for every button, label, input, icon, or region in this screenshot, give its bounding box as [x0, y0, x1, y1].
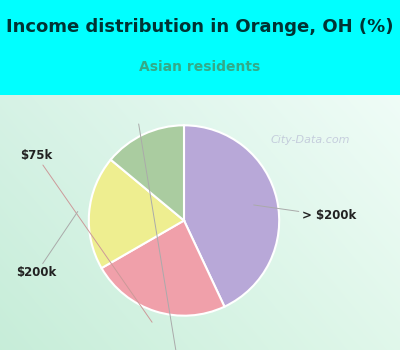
Text: $125k: $125k: [139, 124, 200, 350]
Text: $200k: $200k: [16, 211, 78, 279]
Wedge shape: [89, 160, 184, 268]
Text: City-Data.com: City-Data.com: [270, 135, 350, 145]
Wedge shape: [184, 125, 279, 307]
Text: > $200k: > $200k: [254, 205, 356, 222]
Text: Income distribution in Orange, OH (%): Income distribution in Orange, OH (%): [6, 19, 394, 36]
Text: $75k: $75k: [20, 149, 152, 322]
Wedge shape: [111, 125, 184, 220]
Text: Asian residents: Asian residents: [139, 60, 261, 74]
Wedge shape: [102, 220, 224, 316]
